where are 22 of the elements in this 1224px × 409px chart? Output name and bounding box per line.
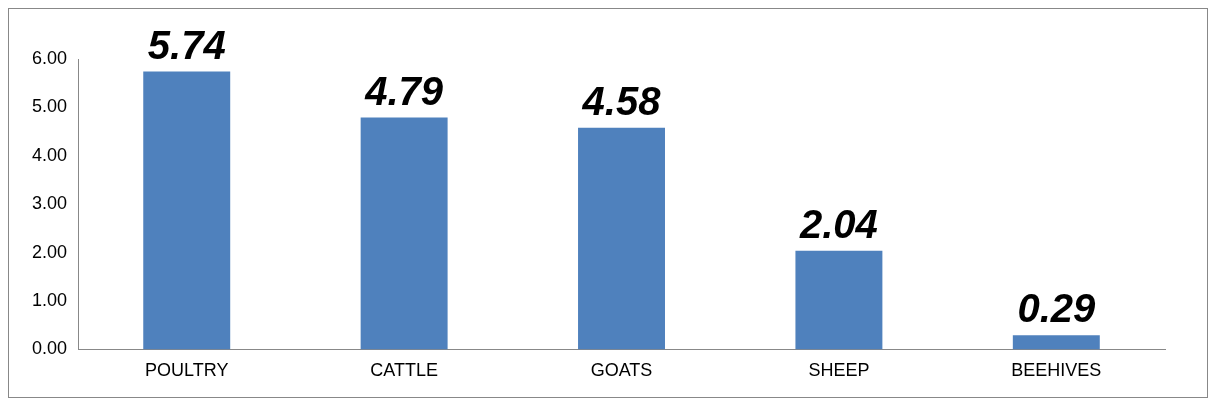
- x-tick-label: BEEHIVES: [1011, 360, 1102, 381]
- y-tick-label: 4.00: [31, 144, 68, 165]
- data-label: 0.29: [1017, 286, 1096, 331]
- x-tick-label: SHEEP: [808, 360, 870, 381]
- x-tick-label: CATTLE: [370, 360, 438, 381]
- data-label: 2.04: [798, 201, 878, 246]
- bar: [795, 250, 883, 350]
- bar: [143, 71, 231, 350]
- x-tick-label: GOATS: [590, 360, 653, 381]
- y-tick-label: 6.00: [31, 47, 68, 68]
- bar: [1012, 335, 1100, 350]
- y-tick-label: 1.00: [31, 289, 68, 310]
- data-label: 4.79: [364, 68, 444, 113]
- data-label: 5.74: [147, 22, 226, 67]
- y-tick-label: 2.00: [31, 241, 68, 262]
- x-tick-label: POULTRY: [145, 360, 229, 381]
- bar: [578, 127, 665, 350]
- data-label: 4.58: [581, 78, 662, 123]
- bar: [360, 117, 448, 350]
- y-tick-label: 0.00: [31, 338, 68, 359]
- y-tick-label: 3.00: [31, 193, 68, 214]
- y-tick-label: 5.00: [31, 96, 68, 117]
